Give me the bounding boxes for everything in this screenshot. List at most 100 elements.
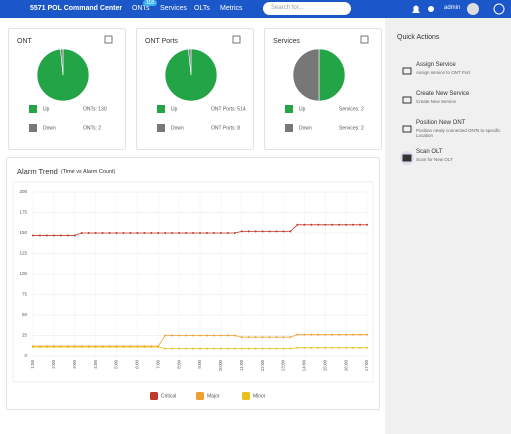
action-title: Create New Service — [416, 91, 470, 97]
point — [38, 234, 41, 237]
badge: 118 — [143, 0, 157, 6]
point — [59, 234, 62, 237]
point — [38, 345, 41, 348]
expand-icon — [232, 35, 241, 44]
point — [226, 232, 229, 234]
legend-label: Up — [299, 106, 306, 112]
point — [296, 346, 299, 349]
point — [178, 334, 181, 337]
quick-action[interactable]: Position New ONT Position newly connected… — [397, 120, 507, 144]
point — [233, 334, 236, 337]
settings-icon[interactable] — [428, 6, 434, 12]
point — [226, 334, 229, 337]
nav-onts[interactable]: ONTs — [132, 5, 150, 12]
pie-slice — [318, 48, 346, 102]
point — [289, 230, 292, 233]
point — [275, 230, 278, 233]
point — [296, 333, 299, 336]
point — [219, 334, 222, 337]
point — [303, 346, 306, 349]
point — [199, 334, 201, 337]
quick-action[interactable]: Assign Service Assign service to ONT Port — [397, 62, 507, 86]
point — [150, 232, 153, 234]
action-title: Assign Service — [416, 62, 456, 68]
point — [324, 346, 327, 349]
legend-swatch — [242, 392, 250, 400]
point — [129, 232, 132, 234]
quick-action[interactable]: Scan OLT Scan for New OLT — [397, 149, 507, 173]
user-name[interactable]: admin — [444, 5, 461, 11]
point — [254, 230, 257, 233]
app-title: 5571 POL Command Center — [30, 5, 123, 12]
point — [233, 232, 236, 234]
point — [303, 223, 306, 226]
header-icons — [412, 3, 505, 15]
point — [282, 347, 285, 350]
point — [359, 346, 362, 349]
point — [164, 232, 167, 234]
point — [32, 234, 34, 237]
point — [247, 230, 250, 233]
legend-swatch — [157, 105, 165, 113]
plot-frame — [12, 181, 374, 383]
point — [268, 336, 271, 339]
action-icon — [402, 96, 412, 104]
services-card: Services Up Services: 2 Down Services: 2 — [264, 28, 382, 150]
point — [199, 232, 201, 234]
point — [289, 336, 292, 339]
point — [205, 334, 208, 337]
point — [101, 345, 104, 348]
y-tick-label: 50 — [22, 312, 28, 317]
value-label: Services: 2 — [339, 125, 364, 131]
point — [52, 345, 55, 348]
nav-services[interactable]: Services — [160, 5, 187, 12]
point — [115, 345, 118, 348]
point — [66, 345, 69, 348]
ont-ports-card: ONT Ports Up ONT Ports: 514 Down ONT Ports: … — [136, 28, 254, 150]
point — [157, 345, 160, 348]
point — [87, 345, 90, 348]
point — [101, 232, 104, 234]
point — [240, 230, 243, 233]
y-tick-label: 25 — [22, 333, 28, 338]
x-tick-label: 7:00 — [155, 360, 160, 369]
point — [212, 232, 215, 234]
point — [282, 230, 285, 233]
point — [268, 230, 271, 233]
point — [59, 345, 62, 348]
point — [219, 347, 222, 350]
alarm-card: Alarm Trend (Time vs Alarm Count) 0 25 50 75 1… — [6, 157, 380, 410]
avatar[interactable] — [467, 3, 479, 15]
point — [115, 232, 118, 234]
help-icon[interactable] — [493, 3, 505, 15]
action-icon — [402, 67, 412, 75]
nav-olts[interactable]: OLTs — [194, 5, 210, 12]
point — [275, 347, 278, 350]
point — [164, 347, 167, 350]
point — [192, 232, 195, 234]
y-tick-label: 150 — [19, 230, 27, 235]
legend-label: Up — [43, 106, 50, 112]
point — [192, 334, 195, 337]
x-tick-label: 1:00 — [30, 360, 35, 369]
point — [45, 234, 48, 237]
legend-swatch — [29, 124, 37, 132]
bell-icon[interactable] — [412, 5, 420, 14]
point — [247, 347, 250, 350]
header: 5571 POL Command Center ONTs 118 Service… — [0, 0, 511, 18]
point — [359, 333, 362, 336]
action-desc: Scan for New OLT — [416, 157, 453, 162]
point — [303, 333, 306, 336]
point — [143, 345, 146, 348]
point — [192, 347, 195, 350]
y-tick-label: 175 — [19, 210, 27, 215]
value-label: Services: 2 — [339, 106, 364, 112]
point — [171, 347, 174, 350]
nav-metrics[interactable]: Metrics — [220, 5, 243, 12]
point — [136, 345, 139, 348]
quick-action[interactable]: Create New Service Create New Service — [397, 91, 507, 115]
point — [359, 223, 362, 226]
search-box[interactable]: Search for... — [263, 2, 351, 15]
point — [136, 232, 139, 234]
